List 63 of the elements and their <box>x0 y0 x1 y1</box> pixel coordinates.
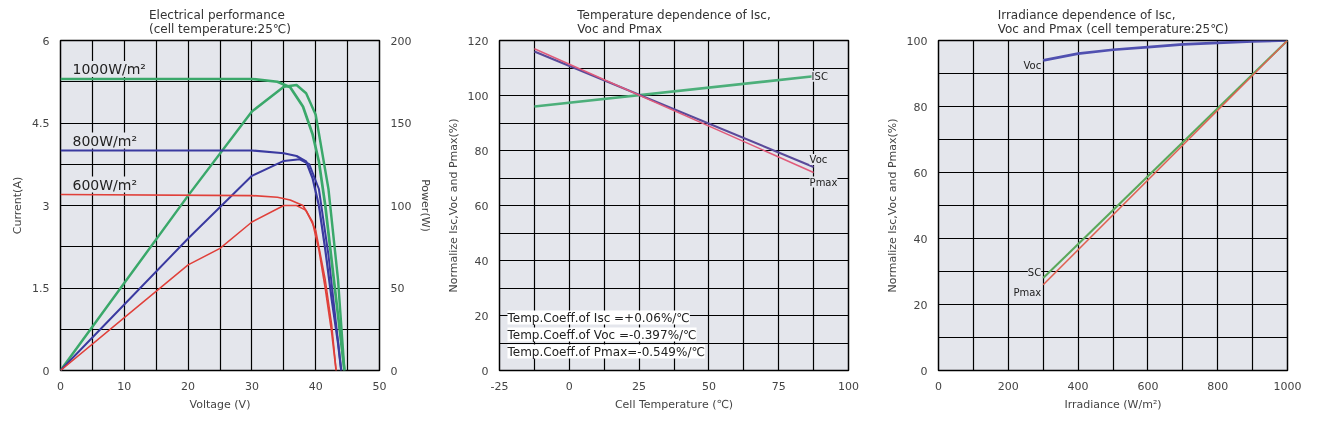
x-tick-label: 0 <box>565 379 573 393</box>
y-tick-label: 3 <box>42 199 50 213</box>
y2-tick-label: 0 <box>390 364 398 378</box>
y-tick-label: 80 <box>474 144 489 158</box>
y2-tick-label: 200 <box>390 34 412 48</box>
x-tick-label: 75 <box>771 379 786 393</box>
y-tick-label: 120 <box>467 34 489 48</box>
x-tick-label: 0 <box>935 379 942 393</box>
series-label: Voc <box>809 154 828 165</box>
x-axis-title: Voltage (V) <box>189 397 251 411</box>
y-tick-label: 80 <box>913 100 928 114</box>
y-axis-title: Normalize Isc,Voc and Pmax(%) <box>446 118 460 293</box>
series-label: ISC <box>811 70 828 82</box>
x-tick-label: 25 <box>632 379 647 393</box>
y-tick-label: 20 <box>474 309 489 323</box>
series-label: 600W/m² <box>72 176 138 193</box>
series-label: 800W/m² <box>72 132 138 149</box>
x-tick-label: 600 <box>1137 379 1159 393</box>
y2-axis-title: Power(W) <box>419 179 433 232</box>
x-tick-label: 400 <box>1067 379 1089 393</box>
y2-tick-label: 50 <box>390 282 405 295</box>
x-axis-title: Cell Temperature (℃) <box>614 397 734 411</box>
y2-tick-label: 100 <box>390 199 412 213</box>
chart-title: Temperature dependence of Isc, Voc and Pmax <box>576 7 771 36</box>
y-tick-label: 0 <box>920 364 928 378</box>
y-tick-label: 4.5 <box>32 117 50 130</box>
annotation: Temp.Coeff.of Voc =-0.397%/℃ <box>506 327 697 342</box>
x-axis-title: Irradiance (W/m²) <box>1064 397 1162 411</box>
y-axis-title: Normalize Isc,Voc and Pmax(%) <box>885 118 899 293</box>
y-tick-label: 60 <box>913 166 928 180</box>
x-tick-label: 20 <box>181 379 196 393</box>
y-tick-label: 20 <box>913 298 928 312</box>
y-tick-label: 40 <box>913 232 928 246</box>
y-tick-label: 0 <box>481 364 489 378</box>
chart-title: Irradiance dependence of Isc, Voc and Pmax (cell temperature:25℃) <box>997 7 1229 36</box>
y-tick-label: 100 <box>906 34 928 48</box>
series-label: 1000W/m² <box>72 61 146 77</box>
x-tick-label: 10 <box>117 379 132 393</box>
y-tick-label: 40 <box>474 254 489 268</box>
x-tick-label: 200 <box>997 379 1019 393</box>
y-tick-label: 0 <box>42 364 50 378</box>
series-label: Pmax <box>1013 286 1042 298</box>
x-tick-label: 50 <box>372 379 387 393</box>
series-label: Pmax <box>809 176 838 188</box>
chart-title: Electrical performance (cell temperature:25℃) <box>148 7 292 36</box>
y-tick-label: 100 <box>467 89 489 103</box>
annotation: Temp.Coeff.of Isc =+0.06%/℃ <box>506 310 690 325</box>
annotation: Temp.Coeff.of Pmax=-0.549%/℃ <box>506 344 705 359</box>
y-axis-title: Current(A) <box>11 176 25 235</box>
x-tick-label: 100 <box>838 379 859 393</box>
series-label: Voc <box>1023 60 1042 72</box>
y-tick-label: 6 <box>42 34 50 48</box>
x-tick-label: -25 <box>490 379 509 393</box>
x-tick-label: 800 <box>1207 379 1229 393</box>
x-tick-label: 0 <box>57 379 64 393</box>
x-tick-label: 1000 <box>1273 379 1302 393</box>
x-tick-label: 50 <box>701 379 716 393</box>
series-label: SC <box>1027 267 1042 279</box>
x-tick-label: 30 <box>244 379 259 393</box>
y2-tick-label: 150 <box>390 117 412 130</box>
y-tick-label: 60 <box>474 199 489 213</box>
y-tick-label: 1.5 <box>32 282 50 295</box>
x-tick-label: 40 <box>308 379 323 393</box>
